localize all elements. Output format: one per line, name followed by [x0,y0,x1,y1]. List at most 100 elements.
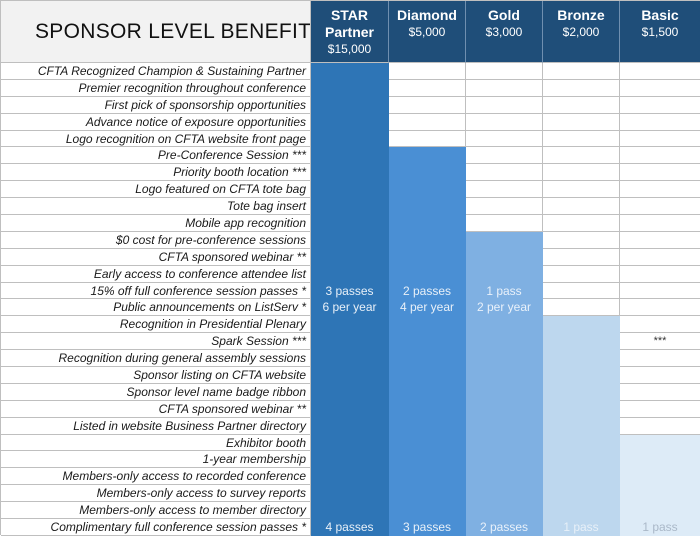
benefit-cell-basic [620,198,700,216]
benefit-cell-bronze [543,282,620,300]
benefit-cell-basic [620,181,700,199]
benefit-cell-diamond: 3 passes [389,519,466,536]
benefit-cell-gold [466,63,543,80]
benefit-label: Mobile app recognition [1,215,311,232]
level-name: Diamond [397,7,457,24]
benefit-label: CFTA Recognized Champion & Sustaining Pa… [1,63,311,80]
level-header-bronze: Bronze $2,000 [543,1,620,63]
level-header-star: STAR Partner $15,000 [311,1,389,63]
benefit-cell-diamond [389,96,466,114]
benefit-cell-basic [620,130,700,148]
benefit-cell-basic [620,468,700,486]
benefit-cell-star [311,316,389,334]
benefit-label: Pre-Conference Session *** [1,147,311,165]
benefit-cell-bronze [543,79,620,97]
benefit-cell-bronze [543,181,620,199]
benefit-cell-star [311,333,389,351]
benefit-cell-gold [466,96,543,114]
benefit-cell-basic [620,316,700,334]
benefit-cell-bronze [543,231,620,249]
benefit-cell-diamond [389,231,466,249]
benefit-cell-star [311,367,389,384]
benefit-cell-star [311,434,389,452]
benefit-cell-bronze [543,451,620,469]
benefit-cell-star [311,79,389,97]
benefit-label: CFTA sponsored webinar ** [1,400,311,418]
benefit-label: Members-only access to survey reports [1,485,311,503]
benefit-cell-star [311,265,389,283]
level-header-gold: Gold $3,000 [466,1,543,63]
benefit-cell-gold [466,79,543,97]
benefit-cell-diamond [389,502,466,520]
benefit-cell-bronze [543,198,620,216]
benefit-cell-diamond [389,417,466,435]
benefit-cell-gold [466,400,543,418]
benefit-cell-star [311,130,389,148]
level-name-line2: Partner [324,24,375,40]
benefit-cell-bronze [543,502,620,520]
benefit-cell-star [311,350,389,368]
benefit-label: $0 cost for pre-conference sessions [1,231,311,249]
benefit-cell-basic [620,502,700,520]
benefit-cell-star: 4 passes [311,519,389,536]
benefit-cell-bronze [543,350,620,368]
benefit-cell-gold [466,248,543,266]
benefit-label: Public announcements on ListServ * [1,299,311,317]
benefit-cell-basic [620,79,700,97]
benefit-cell-bronze [543,485,620,503]
benefit-cell-diamond [389,350,466,368]
benefit-label: Members-only access to recorded conferen… [1,468,311,486]
benefit-label: Advance notice of exposure opportunities [1,113,311,131]
benefit-label: Sponsor level name badge ribbon [1,383,311,401]
benefit-cell-gold [466,485,543,503]
benefit-label: 1-year membership [1,451,311,469]
benefit-cell-star [311,231,389,249]
benefit-cell-diamond [389,434,466,452]
benefit-cell-basic [620,96,700,114]
level-name: STAR Partner [325,7,374,41]
benefit-cell-gold [466,181,543,199]
benefit-cell-bronze [543,299,620,317]
benefit-cell-bronze [543,248,620,266]
benefit-cell-star [311,383,389,401]
benefit-cell-star [311,147,389,165]
benefit-cell-star [311,198,389,216]
benefit-cell-diamond: 4 per year [389,299,466,317]
benefit-cell-diamond [389,400,466,418]
benefit-cell-gold [466,502,543,520]
benefit-cell-diamond [389,215,466,232]
benefit-cell-gold: 2 per year [466,299,543,317]
benefit-cell-basic [620,451,700,469]
benefit-cell-diamond [389,333,466,351]
benefit-cell-bronze [543,316,620,334]
benefit-label: Premier recognition throughout conferenc… [1,79,311,97]
benefit-cell-gold [466,434,543,452]
benefit-cell-bronze [543,113,620,131]
benefit-cell-gold: 1 pass [466,282,543,300]
benefit-cell-diamond [389,63,466,80]
benefit-cell-bronze [543,417,620,435]
benefit-label: 15% off full conference session passes * [1,282,311,300]
benefit-cell-diamond [389,316,466,334]
benefit-cell-gold [466,215,543,232]
benefit-cell-gold: 2 passes [466,519,543,536]
benefit-cell-bronze [543,468,620,486]
benefit-cell-bronze [543,333,620,351]
benefit-cell-diamond [389,147,466,165]
level-price: $2,000 [562,25,600,39]
benefit-cell-basic [620,485,700,503]
level-name-line1: Basic [641,7,679,23]
benefit-cell-gold [466,198,543,216]
benefit-cell-diamond [389,79,466,97]
benefit-label: Listed in website Business Partner direc… [1,417,311,435]
benefit-cell-gold [466,350,543,368]
benefit-cell-gold [466,451,543,469]
benefit-cell-basic [620,417,700,435]
benefit-cell-star [311,113,389,131]
benefit-cell-basic [620,434,700,452]
benefit-cell-basic [620,282,700,300]
benefit-label: Logo featured on CFTA tote bag [1,181,311,199]
benefit-label: Recognition during general assembly sess… [1,350,311,368]
benefit-cell-diamond [389,485,466,503]
benefit-cell-star: 6 per year [311,299,389,317]
